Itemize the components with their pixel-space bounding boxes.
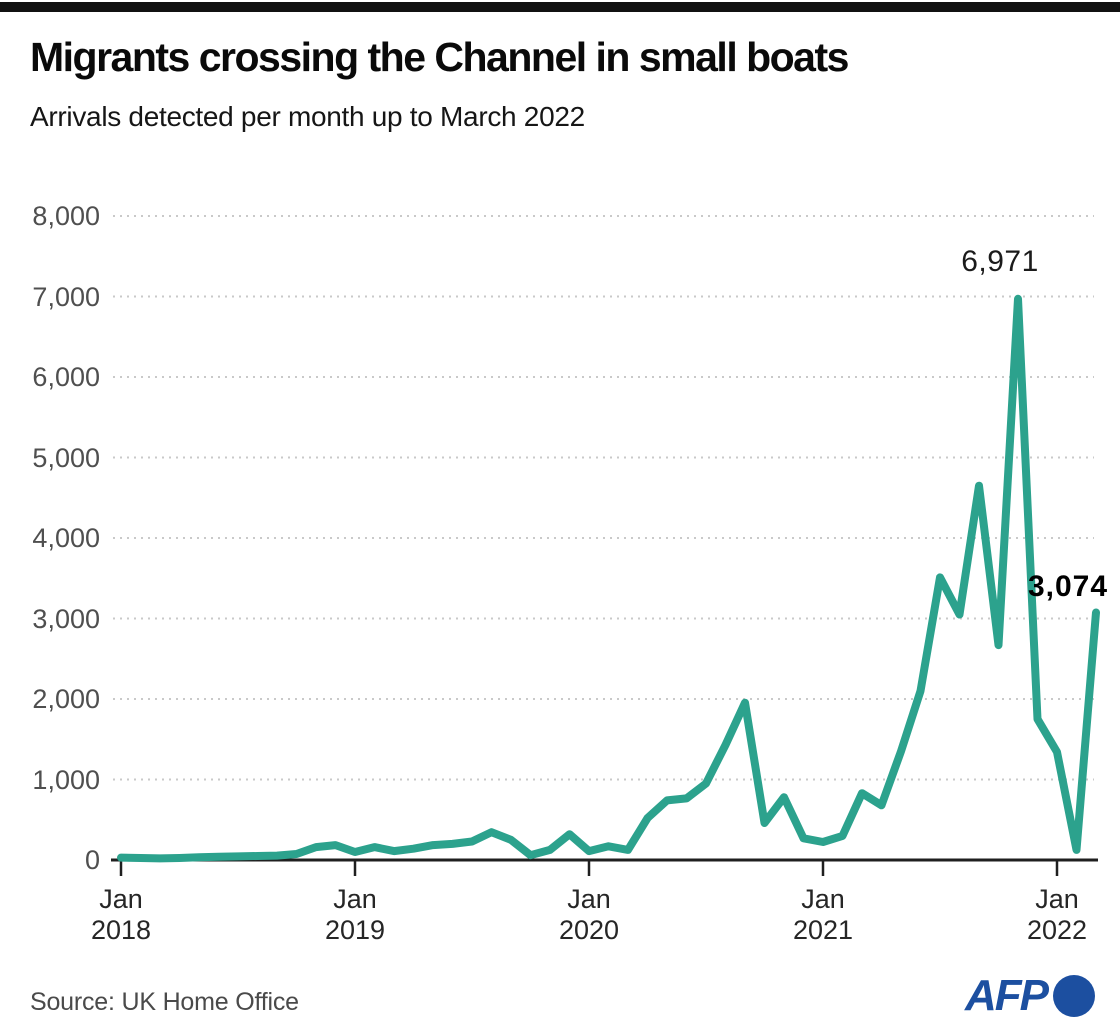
afp-logo: AFP (965, 972, 1095, 1020)
x-axis-tick-label: Jan 2022 (992, 884, 1120, 946)
arrivals-line-series (117, 294, 1100, 863)
x-axis-year-label: 2022 (1026, 915, 1088, 945)
x-axis-tick-label: Jan 2018 (56, 884, 186, 946)
top-accent-bar (0, 2, 1120, 12)
x-axis-month-label: Jan (333, 884, 377, 914)
data-point-label-6971: 6,971 (961, 245, 1039, 278)
y-axis-label: 4,000 (32, 523, 100, 553)
y-axis-label: 2,000 (32, 684, 100, 714)
y-axis-label: 0 (84, 845, 100, 875)
y-axis-label: 7,000 (32, 282, 100, 312)
x-axis-year-label: 2020 (558, 915, 620, 945)
y-axis-label: 6,000 (32, 362, 100, 392)
x-axis-month-label: Jan (99, 884, 143, 914)
page-title: Migrants crossing the Channel in small b… (30, 34, 849, 80)
source-attribution: Source: UK Home Office (30, 988, 299, 1016)
x-axis-tick-label: Jan 2020 (524, 884, 654, 946)
afp-globe-icon (1053, 975, 1095, 1017)
x-axis-tick-label: Jan 2019 (290, 884, 420, 946)
x-axis-tick-label: Jan 2021 (758, 884, 888, 946)
y-axis-label: 5,000 (32, 443, 100, 473)
y-axis-label: 1,000 (32, 765, 100, 795)
data-point-label-3074: 3,074 (1027, 570, 1109, 603)
x-axis-month-label: Jan (801, 884, 845, 914)
x-axis-year-label: 2019 (324, 915, 386, 945)
page-subtitle: Arrivals detected per month up to March … (30, 101, 585, 132)
x-axis-month-label: Jan (567, 884, 611, 914)
x-axis-year-label: 2018 (90, 915, 152, 945)
x-axis-month-label: Jan (1035, 884, 1079, 914)
y-axis-label: 3,000 (32, 604, 100, 634)
y-axis-label: 8,000 (32, 201, 100, 231)
afp-logo-text: AFP (965, 971, 1049, 1020)
x-axis-year-label: 2021 (792, 915, 854, 945)
